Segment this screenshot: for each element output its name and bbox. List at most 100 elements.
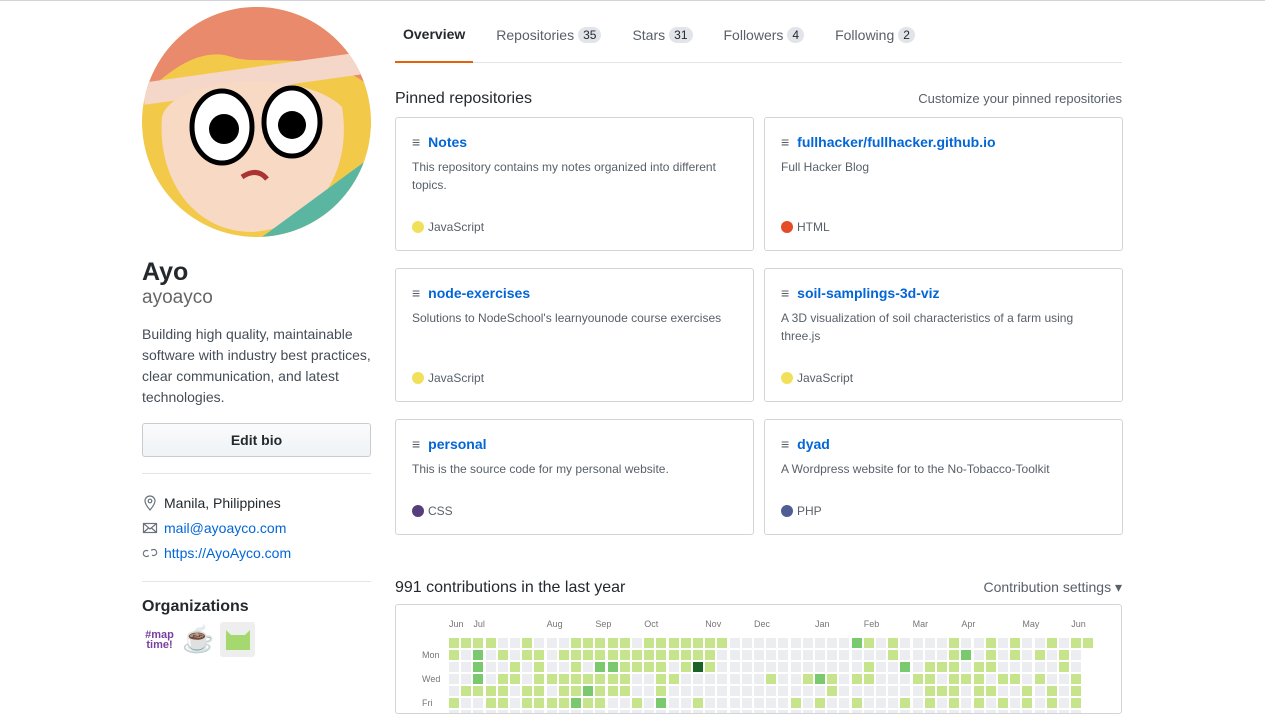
contribution-day[interactable] [656, 662, 667, 672]
contribution-day[interactable] [668, 662, 679, 672]
contribution-day[interactable] [522, 638, 533, 648]
contribution-day[interactable] [680, 662, 691, 672]
contribution-day[interactable] [546, 710, 557, 713]
contribution-day[interactable] [595, 650, 606, 660]
contribution-day[interactable] [497, 662, 508, 672]
repo-link[interactable]: Notes [428, 134, 468, 150]
contribution-day[interactable] [863, 686, 874, 696]
contribution-day[interactable] [912, 662, 923, 672]
contribution-day[interactable] [827, 698, 838, 708]
contribution-day[interactable] [680, 650, 691, 660]
contribution-day[interactable] [1034, 662, 1045, 672]
contribution-day[interactable] [985, 686, 996, 696]
tab-overview[interactable]: Overview [395, 7, 474, 63]
contribution-day[interactable] [961, 698, 972, 708]
contribution-day[interactable] [595, 698, 606, 708]
contribution-day[interactable] [729, 710, 740, 713]
contribution-day[interactable] [937, 638, 947, 648]
contribution-day[interactable] [1071, 650, 1082, 660]
contribution-day[interactable] [863, 662, 874, 672]
contribution-day[interactable] [900, 662, 911, 672]
contribution-day[interactable] [851, 650, 862, 660]
contribution-day[interactable] [815, 662, 825, 672]
contribution-day[interactable] [790, 650, 801, 660]
contribution-day[interactable] [558, 674, 569, 684]
contribution-day[interactable] [863, 710, 874, 713]
contribution-day[interactable] [851, 662, 862, 672]
contribution-day[interactable] [607, 674, 618, 684]
contribution-day[interactable] [900, 686, 911, 696]
contribution-day[interactable] [766, 674, 777, 684]
contribution-day[interactable] [766, 650, 777, 660]
contribution-day[interactable] [485, 662, 496, 672]
contribution-day[interactable] [1046, 638, 1057, 648]
contribution-day[interactable] [863, 698, 874, 708]
contribution-day[interactable] [973, 698, 984, 708]
contribution-day[interactable] [571, 662, 581, 672]
contribution-day[interactable] [949, 698, 960, 708]
contribution-day[interactable] [461, 674, 472, 684]
contribution-day[interactable] [961, 650, 972, 660]
contribution-day[interactable] [778, 710, 789, 713]
contribution-day[interactable] [937, 710, 947, 713]
contribution-day[interactable] [839, 686, 850, 696]
contribution-day[interactable] [595, 674, 606, 684]
contribution-day[interactable] [998, 686, 1008, 696]
customize-pinned-link[interactable]: Customize your pinned repositories [918, 91, 1122, 106]
contribution-day[interactable] [693, 662, 703, 672]
contribution-day[interactable] [461, 686, 472, 696]
contribution-day[interactable] [912, 710, 923, 713]
contribution-day[interactable] [876, 710, 886, 713]
contribution-day[interactable] [705, 710, 716, 713]
contribution-day[interactable] [985, 638, 996, 648]
contribution-day[interactable] [863, 638, 874, 648]
contribution-day[interactable] [607, 710, 618, 713]
contribution-day[interactable] [571, 650, 581, 660]
contribution-day[interactable] [924, 662, 935, 672]
contribution-day[interactable] [815, 638, 825, 648]
contribution-day[interactable] [1022, 698, 1033, 708]
contribution-day[interactable] [668, 674, 679, 684]
contribution-day[interactable] [619, 662, 630, 672]
contribution-day[interactable] [1059, 674, 1069, 684]
contribution-day[interactable] [729, 638, 740, 648]
contribution-day[interactable] [1010, 638, 1021, 648]
contribution-day[interactable] [656, 698, 667, 708]
contribution-day[interactable] [790, 662, 801, 672]
contribution-day[interactable] [717, 638, 728, 648]
contribution-day[interactable] [546, 674, 557, 684]
contribution-day[interactable] [1010, 650, 1021, 660]
contribution-day[interactable] [510, 686, 520, 696]
repo-link[interactable]: fullhacker/fullhacker.github.io [797, 134, 996, 150]
contribution-day[interactable] [949, 674, 960, 684]
contribution-day[interactable] [802, 686, 813, 696]
contribution-day[interactable] [827, 686, 838, 696]
tab-repositories[interactable]: Repositories 35 [488, 7, 609, 63]
contribution-day[interactable] [1010, 662, 1021, 672]
contribution-day[interactable] [473, 710, 484, 713]
contribution-day[interactable] [693, 638, 703, 648]
contribution-day[interactable] [754, 698, 764, 708]
contribution-day[interactable] [717, 662, 728, 672]
contribution-day[interactable] [583, 698, 594, 708]
contribution-day[interactable] [522, 662, 533, 672]
contribution-day[interactable] [949, 638, 960, 648]
contribution-day[interactable] [632, 662, 642, 672]
contribution-day[interactable] [571, 698, 581, 708]
contribution-day[interactable] [961, 686, 972, 696]
contribution-day[interactable] [985, 698, 996, 708]
avatar[interactable] [142, 7, 371, 237]
contribution-day[interactable] [619, 686, 630, 696]
contribution-day[interactable] [705, 662, 716, 672]
contribution-day[interactable] [924, 638, 935, 648]
contribution-day[interactable] [827, 662, 838, 672]
contribution-day[interactable] [888, 674, 899, 684]
contribution-day[interactable] [571, 686, 581, 696]
contribution-day[interactable] [1034, 710, 1045, 713]
contribution-day[interactable] [1046, 710, 1057, 713]
contribution-day[interactable] [766, 662, 777, 672]
contribution-day[interactable] [741, 686, 752, 696]
contribution-day[interactable] [900, 698, 911, 708]
contribution-day[interactable] [473, 638, 484, 648]
contribution-day[interactable] [949, 686, 960, 696]
